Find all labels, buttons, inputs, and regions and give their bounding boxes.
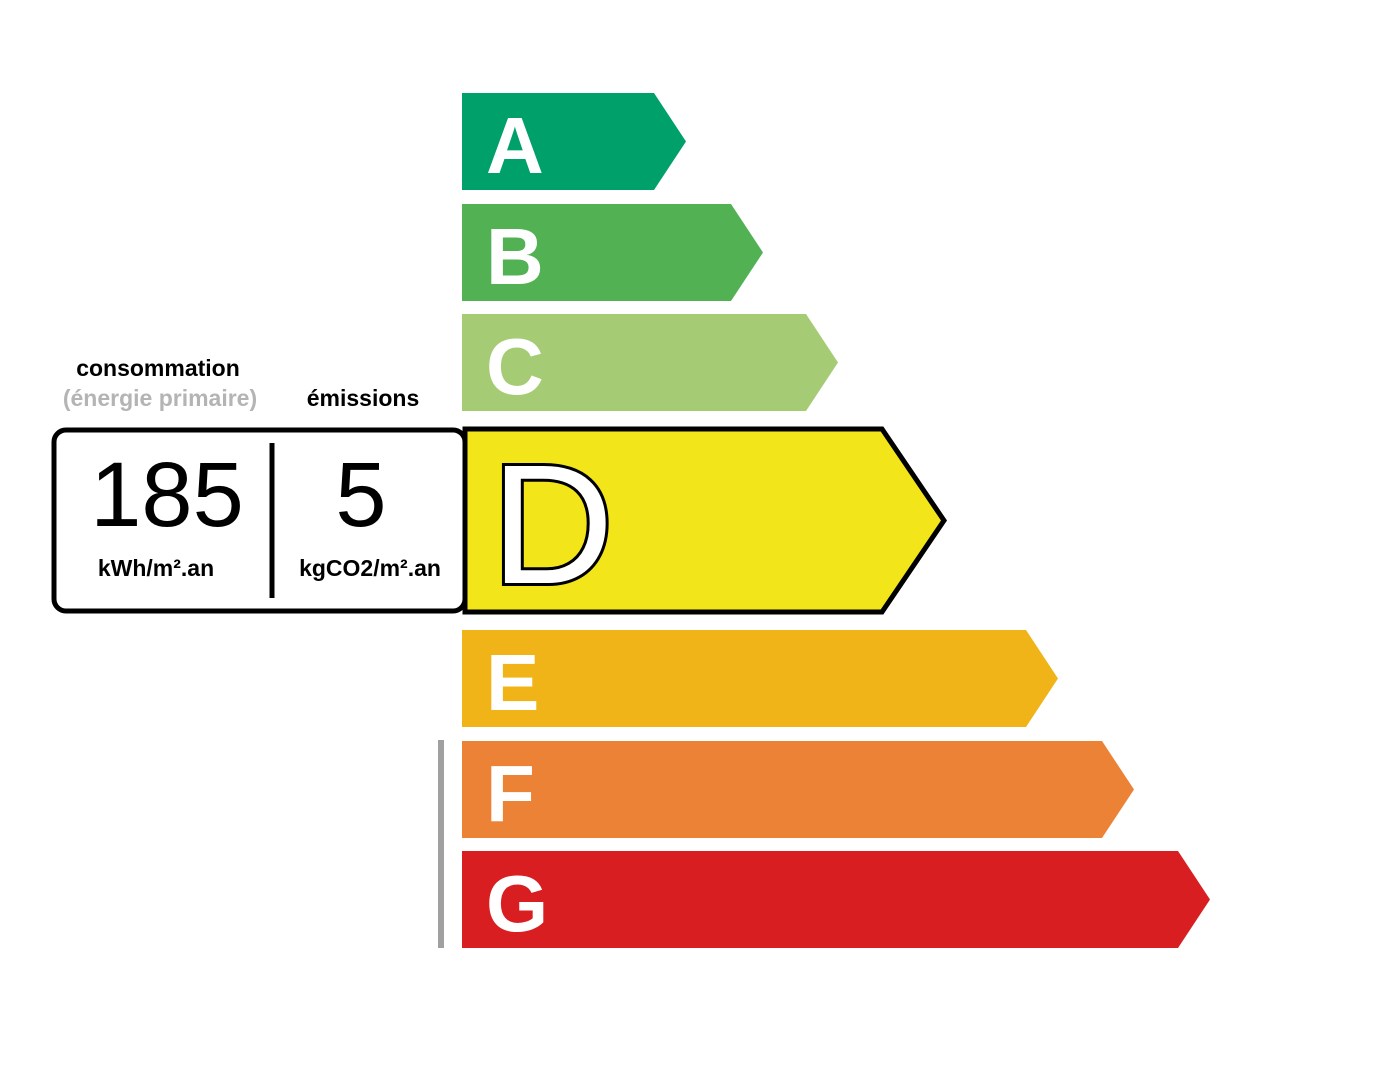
class-letter-f: F (486, 749, 535, 838)
class-letter-e: E (486, 638, 539, 727)
class-bar-b (462, 204, 763, 301)
range-marker (438, 740, 444, 948)
class-bar-a (462, 93, 686, 190)
class-letter-g: G (486, 859, 548, 948)
emissions-label: émissions (307, 385, 420, 411)
class-letter-b: B (486, 212, 544, 301)
emissions-unit: kgCO2/m².an (299, 555, 441, 581)
class-letter-c: C (486, 322, 544, 411)
consumption-label: consommation (76, 355, 240, 381)
class-bar-f (462, 741, 1134, 838)
class-letter-d: D (491, 430, 614, 620)
class-bar-c (462, 314, 838, 411)
consumption-unit: kWh/m².an (98, 555, 214, 581)
class-letter-a: A (486, 101, 544, 190)
consumption-value: 185 (90, 444, 244, 546)
value-box (51, 427, 468, 614)
class-bar-e (462, 630, 1058, 727)
emissions-value: 5 (335, 444, 386, 546)
class-bar-g (462, 851, 1210, 948)
consumption-sublabel: (énergie primaire) (63, 385, 257, 411)
